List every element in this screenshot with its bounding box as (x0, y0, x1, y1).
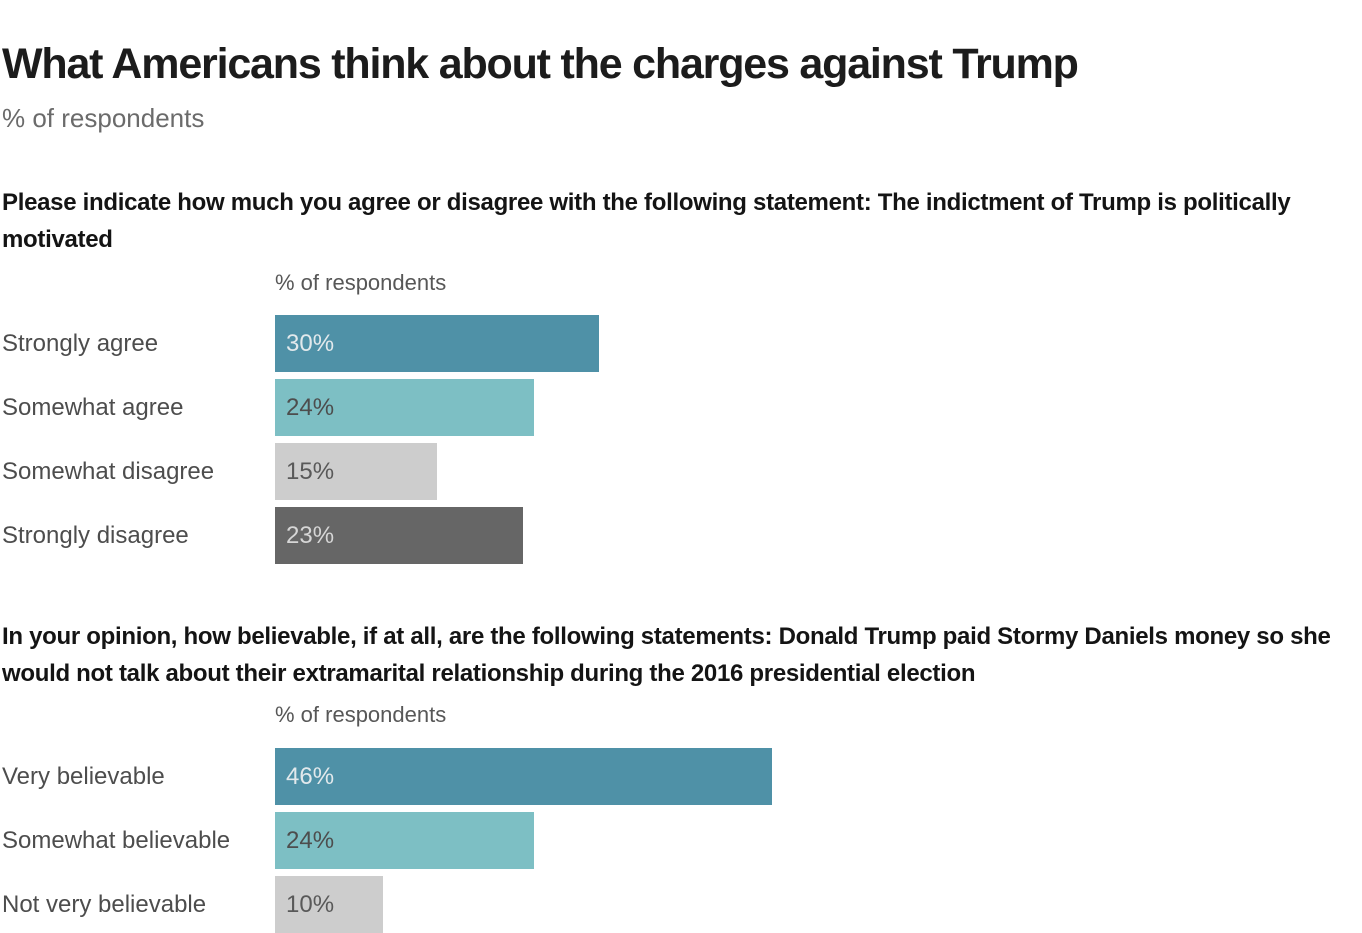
category-label: Strongly disagree (2, 521, 189, 549)
bar-row: Somewhat agree 24% (0, 379, 599, 436)
category-label: Somewhat believable (2, 826, 231, 854)
page-subtitle: % of respondents (2, 103, 205, 133)
bar-row: Somewhat disagree 15% (0, 443, 599, 500)
bar-value-label: 23% (286, 521, 335, 549)
bar: 30% (275, 315, 599, 372)
bar-value-label: 46% (286, 762, 335, 790)
category-label: Not very believable (2, 890, 207, 918)
bar-value-label: 24% (286, 826, 335, 854)
category-label: Strongly agree (2, 329, 159, 357)
chart-2-axis-label: % of respondents (275, 702, 447, 727)
bar-value-label: 15% (286, 457, 335, 485)
bar-value-label: 10% (286, 890, 335, 918)
bar: 24% (275, 379, 534, 436)
bar: 23% (275, 507, 523, 564)
bar: 46% (275, 748, 772, 805)
bar-row: Not very believable 10% (0, 876, 772, 933)
bar-row: Very believable 46% (0, 748, 772, 805)
bar-value-label: 30% (286, 329, 335, 357)
chart-2-bars: Very believable 46% Somewhat believable … (0, 748, 772, 933)
category-label: Somewhat agree (2, 393, 184, 421)
bar: 10% (275, 876, 383, 933)
category-label: Very believable (2, 762, 165, 790)
page-title: What Americans think about the charges a… (2, 39, 1079, 88)
bar-row: Strongly agree 30% (0, 315, 599, 372)
bar-row: Somewhat believable 24% (0, 812, 772, 869)
bar-value-label: 24% (286, 393, 335, 421)
chart-1-bars: Strongly agree 30% Somewhat agree 24% So… (0, 315, 599, 571)
bar: 24% (275, 812, 534, 869)
bar-row: Strongly disagree 23% (0, 507, 599, 564)
bar: 15% (275, 443, 437, 500)
chart-1-axis-label: % of respondents (275, 270, 447, 295)
category-label: Somewhat disagree (2, 457, 215, 485)
question-2: In your opinion, how believable, if at a… (2, 623, 1331, 687)
question-1: Please indicate how much you agree or di… (2, 189, 1291, 253)
